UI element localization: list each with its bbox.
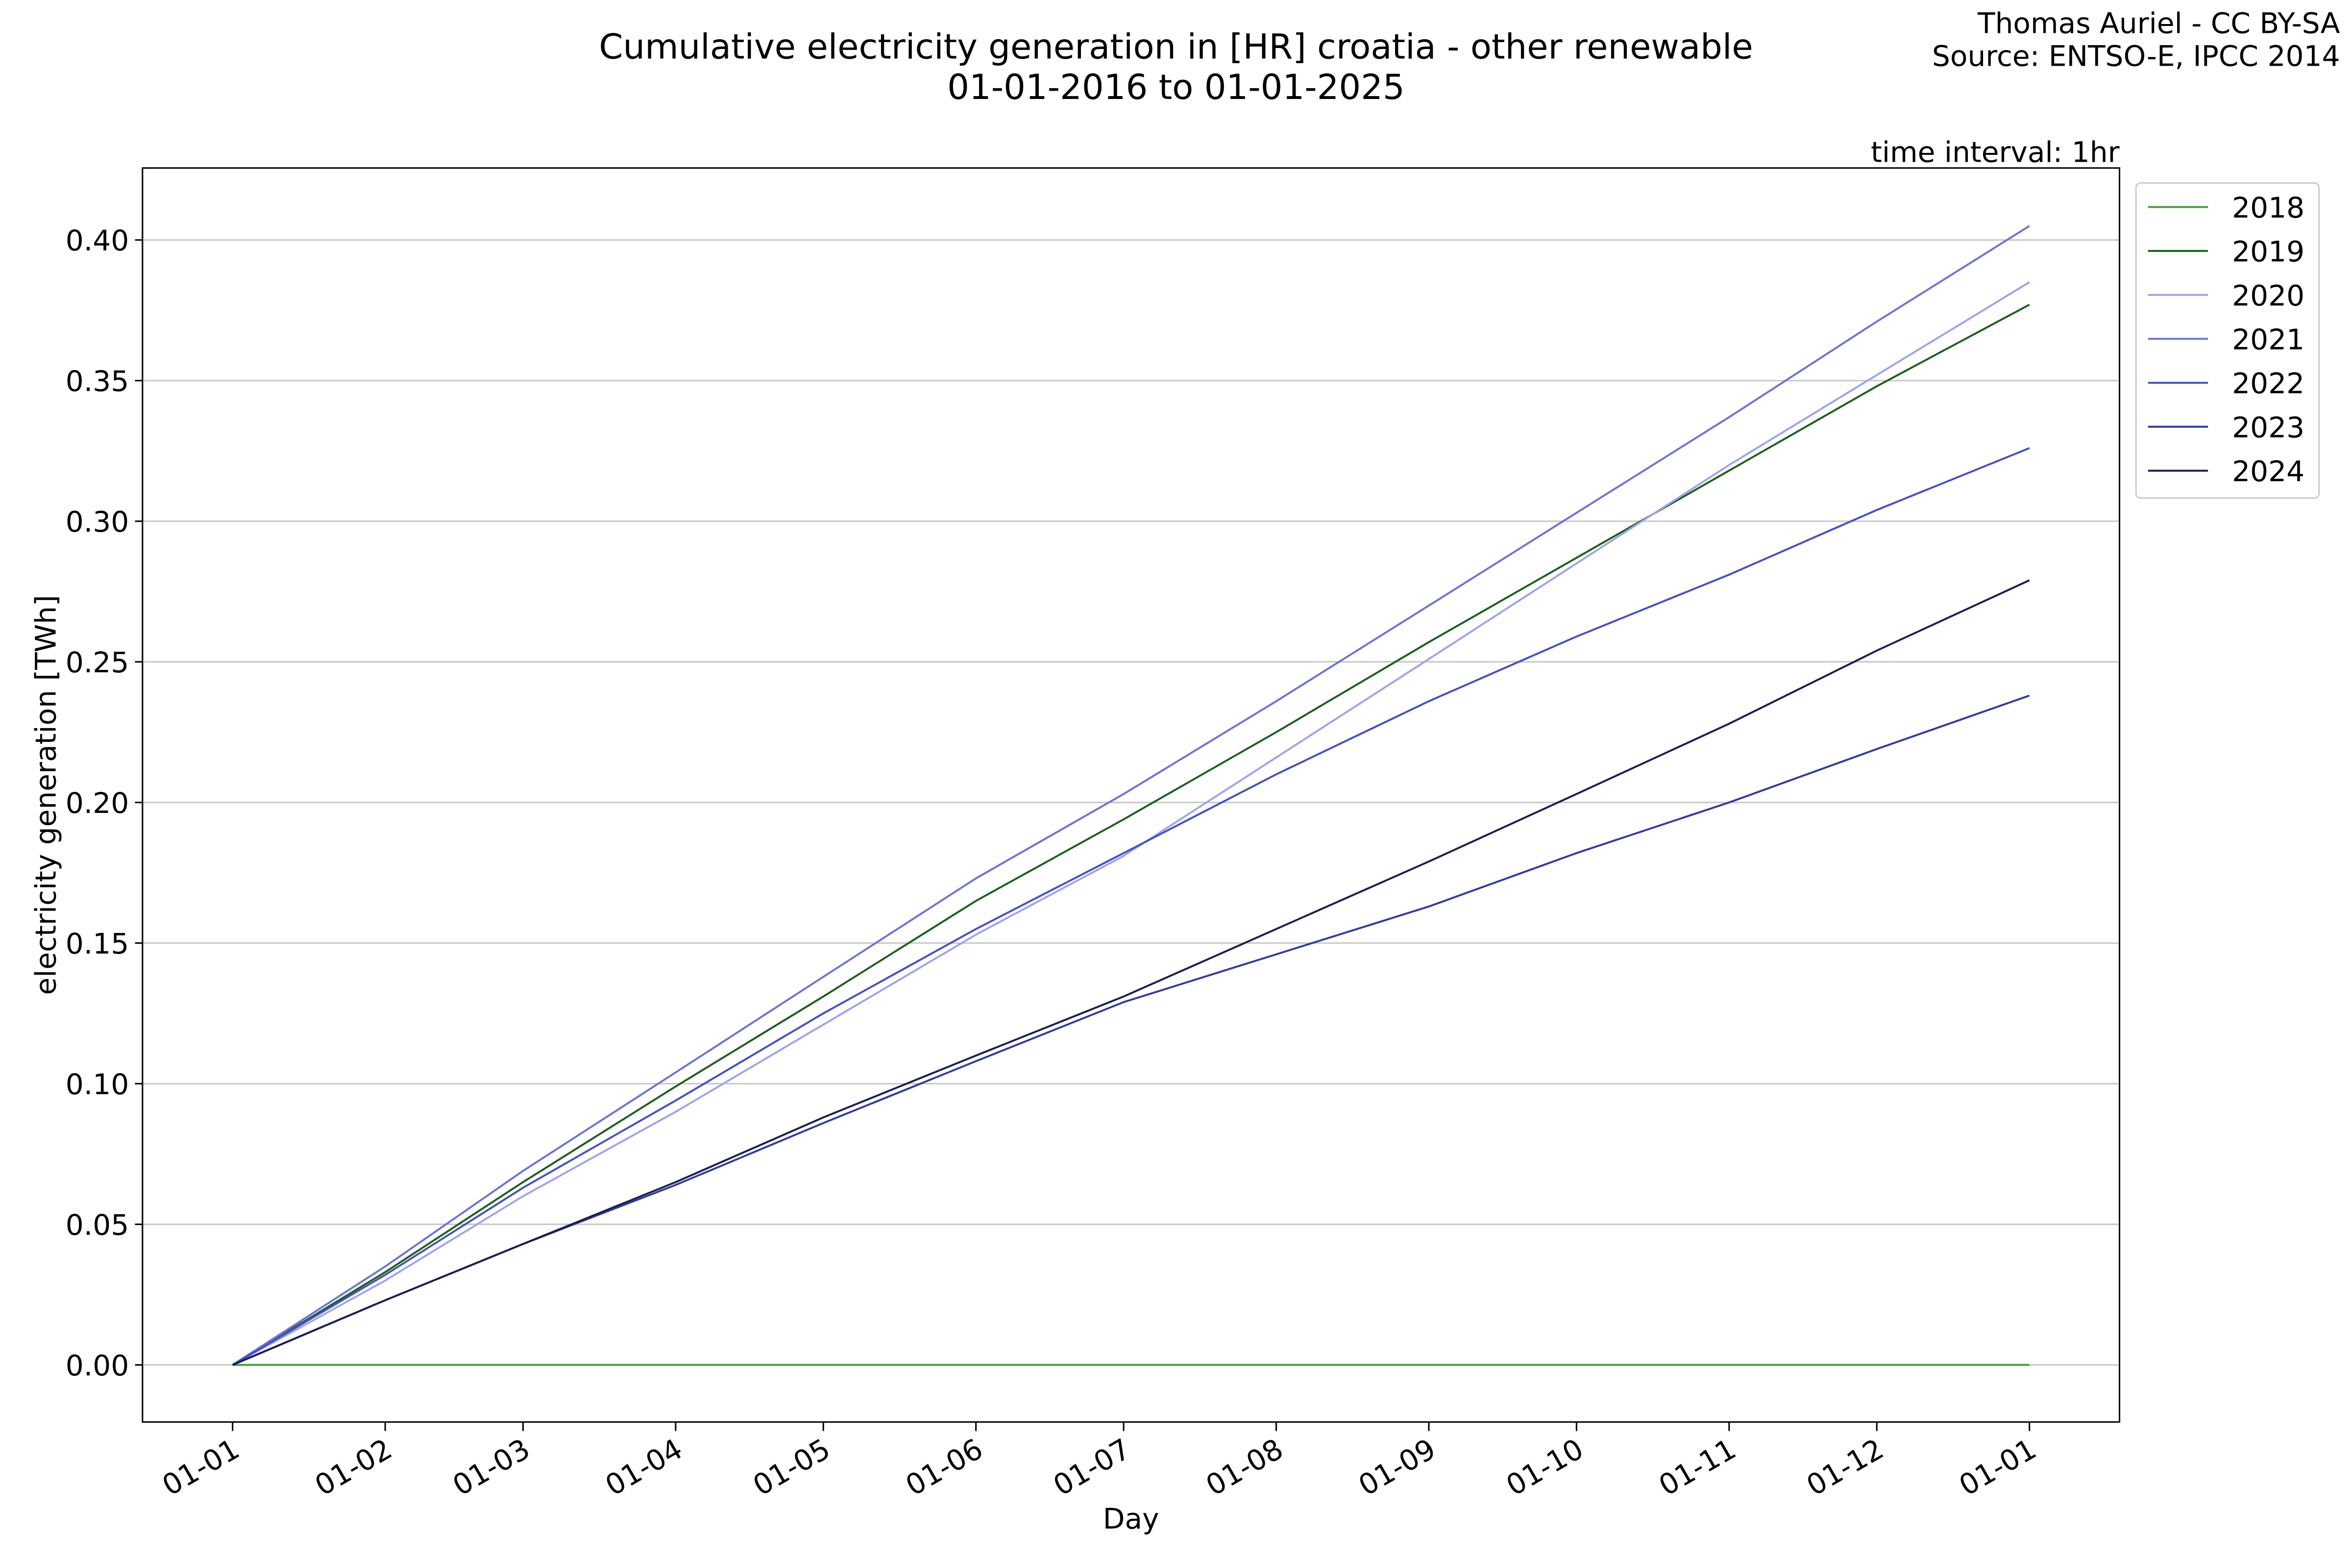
x-axis-label: Day [1103,1502,1159,1535]
legend-label: 2024 [2232,455,2304,488]
legend-label: 2022 [2232,367,2304,400]
y-tick-label: 0.40 [66,224,129,257]
chart-title: Cumulative electricity generation in [HR… [599,26,1753,67]
legend-label: 2023 [2232,411,2304,444]
source: Source: ENTSO-E, IPCC 2014 [1932,40,2340,73]
series-line [232,304,2030,1366]
legend-label: 2021 [2232,323,2304,356]
chart-subtitle: 01-01-2016 to 01-01-2025 [947,67,1405,107]
legend-label: 2018 [2232,191,2304,224]
series-line [232,447,2030,1366]
y-axis-label: electricity generation [TWh] [29,595,62,995]
y-tick-label: 0.05 [66,1208,129,1242]
series-line [232,281,2030,1366]
legend-label: 2020 [2232,279,2304,312]
y-tick-label: 0.10 [66,1068,129,1101]
plot-frame [142,167,2121,1423]
y-tick-label: 0.35 [66,365,129,398]
credit: Thomas Auriel - CC BY-SA [1977,6,2340,40]
series-line [232,225,2030,1366]
annotation: time interval: 1hr [1871,136,2120,169]
legend-box [2135,182,2320,499]
legend-label: 2019 [2232,235,2304,269]
y-tick-label: 0.00 [66,1349,129,1382]
y-tick-label: 0.25 [66,646,129,679]
series-line [232,579,2030,1366]
y-tick-label: 0.20 [66,786,129,820]
y-tick-label: 0.30 [66,505,129,539]
y-tick-label: 0.15 [66,927,129,960]
